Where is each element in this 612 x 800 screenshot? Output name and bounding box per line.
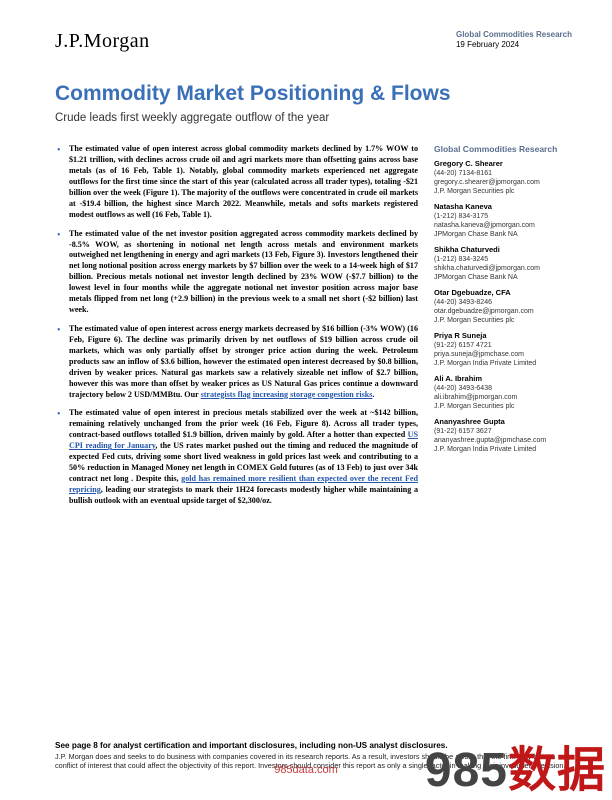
sidebar-title: Global Commodities Research: [434, 144, 572, 155]
analyst-sidebar: Global Commodities Research Gregory C. S…: [434, 144, 572, 515]
logo: J.P.Morgan: [55, 30, 150, 53]
report-date: 19 February 2024: [456, 40, 572, 49]
analyst-email: natasha.kaneva@jpmorgan.com: [434, 221, 572, 230]
analyst-firm: J.P. Morgan India Private Limited: [434, 359, 572, 368]
analyst-firm: J.P. Morgan Securities plc: [434, 187, 572, 196]
analyst-phone: (91-22) 6157 4721: [434, 341, 572, 350]
analyst-firm: J.P. Morgan Securities plc: [434, 402, 572, 411]
analyst-name: Priya R Suneja: [434, 331, 572, 341]
analyst-phone: (44-20) 3493-6438: [434, 384, 572, 393]
analyst-block: Otar Dgebuadze, CFA(44-20) 3493-8246otar…: [434, 288, 572, 325]
analyst-email: otar.dgebuadze@jpmorgan.com: [434, 307, 572, 316]
analyst-block: Ali A. Ibrahim(44-20) 3493-6438ali.ibrah…: [434, 374, 572, 411]
analyst-name: Otar Dgebuadze, CFA: [434, 288, 572, 298]
header: J.P.Morgan Global Commodities Research 1…: [55, 30, 572, 53]
analyst-block: Gregory C. Shearer(44-20) 7134-8161grego…: [434, 159, 572, 196]
analyst-block: Natasha Kaneva(1-212) 834-3175natasha.ka…: [434, 202, 572, 239]
bullet-list: The estimated value of open interest acr…: [55, 144, 418, 515]
analyst-name: Gregory C. Shearer: [434, 159, 572, 169]
watermark-center: 985data.com: [274, 764, 338, 776]
analyst-phone: (91-22) 6157 3627: [434, 427, 572, 436]
analyst-list: Gregory C. Shearer(44-20) 7134-8161grego…: [434, 159, 572, 454]
watermark-cn: 数据: [508, 744, 606, 797]
analyst-phone: (1-212) 834-3245: [434, 255, 572, 264]
bullet-item: The estimated value of open interest in …: [55, 408, 418, 506]
bullet-item: The estimated value of open interest acr…: [55, 324, 418, 400]
analyst-block: Shikha Chaturvedi(1-212) 834-3245shikha.…: [434, 245, 572, 282]
bullet-item: The estimated value of the net investor …: [55, 229, 418, 316]
analyst-email: ananyashree.gupta@jpmchase.com: [434, 436, 572, 445]
header-meta: Global Commodities Research 19 February …: [456, 30, 572, 49]
analyst-phone: (44-20) 7134-8161: [434, 169, 572, 178]
watermark-digits: 985: [425, 744, 508, 797]
research-category: Global Commodities Research: [456, 30, 572, 39]
analyst-firm: JPMorgan Chase Bank NA: [434, 230, 572, 239]
analyst-email: ali.ibrahim@jpmorgan.com: [434, 393, 572, 402]
analyst-email: shikha.chaturvedi@jpmorgan.com: [434, 264, 572, 273]
bullet-item: The estimated value of open interest acr…: [55, 144, 418, 220]
analyst-email: priya.suneja@jpmchase.com: [434, 350, 572, 359]
analyst-block: Ananyashree Gupta(91-22) 6157 3627ananya…: [434, 417, 572, 454]
watermark-corner: 985数据: [425, 730, 606, 800]
analyst-name: Ali A. Ibrahim: [434, 374, 572, 384]
page-title: Commodity Market Positioning & Flows: [55, 81, 572, 106]
analyst-firm: JPMorgan Chase Bank NA: [434, 273, 572, 282]
analyst-name: Ananyashree Gupta: [434, 417, 572, 427]
page-subtitle: Crude leads first weekly aggregate outfl…: [55, 112, 572, 124]
analyst-phone: (44-20) 3493-8246: [434, 298, 572, 307]
analyst-email: gregory.c.shearer@jpmorgan.com: [434, 178, 572, 187]
analyst-firm: J.P. Morgan India Private Limited: [434, 445, 572, 454]
analyst-name: Natasha Kaneva: [434, 202, 572, 212]
analyst-firm: J.P. Morgan Securities plc: [434, 316, 572, 325]
analyst-block: Priya R Suneja(91-22) 6157 4721priya.sun…: [434, 331, 572, 368]
analyst-name: Shikha Chaturvedi: [434, 245, 572, 255]
analyst-phone: (1-212) 834-3175: [434, 212, 572, 221]
